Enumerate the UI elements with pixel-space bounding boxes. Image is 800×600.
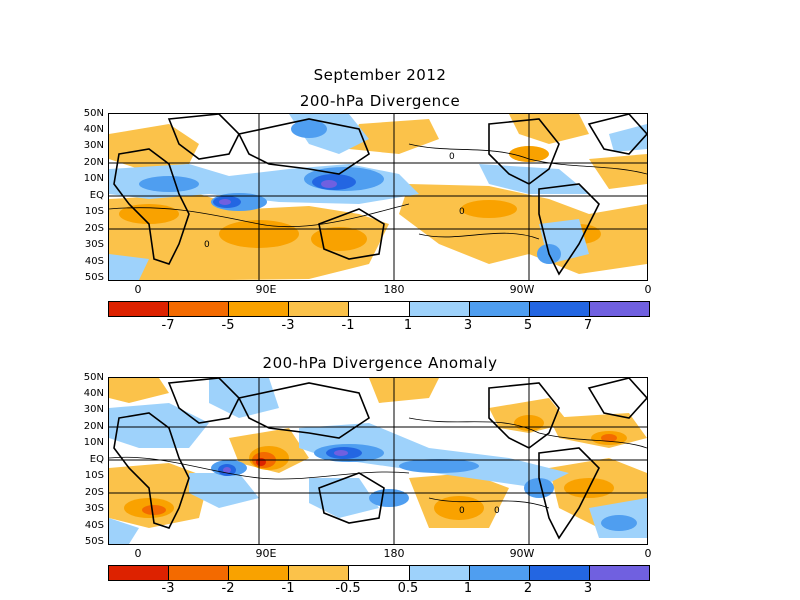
colorbar-label: -7 — [161, 318, 175, 333]
colorbar-swatch — [169, 302, 230, 316]
colorbar-swatch — [589, 302, 649, 316]
colorbar-swatch — [289, 302, 350, 316]
colorbar-swatch — [469, 302, 530, 316]
lat-label: 50S — [84, 272, 104, 283]
colorbar-swatch — [109, 302, 170, 316]
colorbar-label: 2 — [523, 581, 533, 596]
colorbar-swatch — [529, 302, 590, 316]
colorbar-swatch — [349, 302, 410, 316]
top-colorbar — [108, 301, 650, 317]
bottom-panel-title: 200-hPa Divergence Anomaly — [262, 354, 498, 372]
lat-label: 40S — [84, 520, 104, 531]
lat-label: 40N — [83, 124, 104, 135]
contour-label: 0 — [459, 207, 465, 217]
divergence-map: 0 0 0 — [108, 113, 648, 281]
colorbar-swatch — [349, 566, 410, 580]
top-panel-title: 200-hPa Divergence — [299, 92, 461, 110]
colorbar-swatch — [229, 566, 290, 580]
lat-label: 10N — [83, 173, 104, 184]
lat-label: 50S — [84, 536, 104, 547]
lat-label: 30S — [84, 503, 104, 514]
contour-label: 0 — [459, 506, 465, 516]
colorbar-label: -3 — [281, 318, 295, 333]
lon-label: 180 — [383, 547, 405, 560]
contour-label: 0 — [204, 240, 210, 250]
lat-label: 20S — [84, 487, 104, 498]
lat-label: 40N — [83, 388, 104, 399]
lat-label: 20N — [83, 421, 104, 432]
lat-label: 40S — [84, 256, 104, 267]
divergence-anomaly-map-field: 0 0 — [109, 378, 647, 544]
contour-label: 0 — [449, 152, 455, 162]
lat-label: 20S — [84, 223, 104, 234]
lon-label: 0 — [644, 283, 652, 296]
divergence-map-field: 0 0 0 — [109, 114, 647, 280]
bottom-lat-axis: 50N 40N 30N 20N 10N EQ 10S 20S 30S 40S 5… — [76, 373, 106, 549]
lat-label: 10S — [84, 470, 104, 481]
lon-label: 180 — [383, 283, 405, 296]
colorbar-swatch — [409, 566, 470, 580]
colorbar-swatch — [469, 566, 530, 580]
colorbar-label: 1 — [463, 581, 473, 596]
lon-label: 0 — [134, 283, 142, 296]
colorbar-swatch — [169, 566, 230, 580]
bottom-colorbar — [108, 565, 650, 581]
colorbar-label: -1 — [281, 581, 295, 596]
lat-label: 20N — [83, 157, 104, 168]
lon-label: 0 — [134, 547, 142, 560]
divergence-anomaly-map: 0 0 — [108, 377, 648, 545]
colorbar-label: 7 — [583, 318, 593, 333]
lon-label: 90W — [509, 283, 535, 296]
top-colorbar-labels: -7 -5 -3 -1 1 3 5 7 — [108, 318, 648, 334]
colorbar-swatch — [409, 302, 470, 316]
contour-label: 0 — [494, 506, 500, 516]
colorbar-label: 1 — [403, 318, 413, 333]
colorbar-swatch — [229, 302, 290, 316]
top-lat-axis: 50N 40N 30N 20N 10N EQ 10S 20S 30S 40S 5… — [76, 109, 106, 285]
lat-label: 30N — [83, 404, 104, 415]
colorbar-swatch — [109, 566, 170, 580]
colorbar-swatch — [589, 566, 649, 580]
top-lon-axis: 0 90E 180 90W 0 — [108, 283, 652, 297]
lat-label: 10S — [84, 206, 104, 217]
colorbar-swatch — [289, 566, 350, 580]
lat-label: 10N — [83, 437, 104, 448]
colorbar-label: 0.5 — [397, 581, 419, 596]
bottom-colorbar-labels: -3 -2 -1 -0.5 0.5 1 2 3 — [108, 581, 648, 597]
colorbar-swatch — [529, 566, 590, 580]
colorbar-label: 5 — [523, 318, 533, 333]
lat-label: 30S — [84, 239, 104, 250]
colorbar-label: 3 — [463, 318, 473, 333]
colorbar-label: -1 — [341, 318, 355, 333]
lat-label: 50N — [83, 372, 104, 383]
lat-label: 30N — [83, 140, 104, 151]
colorbar-label: -0.5 — [335, 581, 361, 596]
colorbar-label: -2 — [221, 581, 235, 596]
lon-label: 90E — [255, 283, 277, 296]
lon-label: 90E — [255, 547, 277, 560]
figure-title: September 2012 — [313, 66, 447, 84]
lon-label: 0 — [644, 547, 652, 560]
colorbar-label: -5 — [221, 318, 235, 333]
lat-label: 50N — [83, 108, 104, 119]
lat-label: EQ — [89, 454, 104, 465]
colorbar-label: -3 — [161, 581, 175, 596]
colorbar-label: 3 — [583, 581, 593, 596]
lon-label: 90W — [509, 547, 535, 560]
bottom-lon-axis: 0 90E 180 90W 0 — [108, 547, 652, 561]
lat-label: EQ — [89, 190, 104, 201]
